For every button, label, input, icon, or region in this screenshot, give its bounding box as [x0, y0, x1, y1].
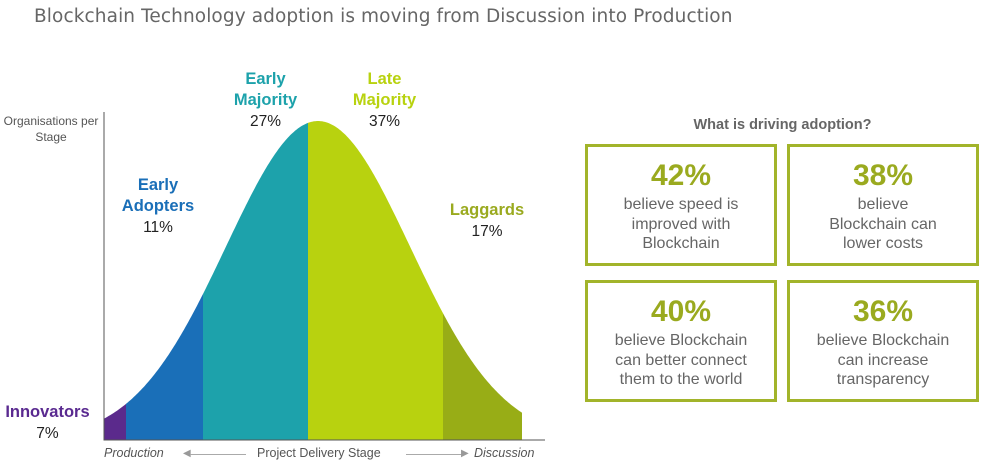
- page-title: Blockchain Technology adoption is moving…: [34, 6, 733, 27]
- stage-percentage: 11%: [143, 219, 173, 236]
- driver-text: believe Blockchain can lower costs: [829, 196, 937, 252]
- arrow-right-icon: ▶: [461, 448, 469, 459]
- driver-text: believe Blockchain can increase transpar…: [816, 332, 950, 388]
- arrow-left-icon: ◀: [183, 448, 191, 459]
- stage-name: Laggards: [449, 201, 525, 219]
- stage-name: Early: [137, 176, 179, 194]
- x-axis-end-label: Discussion: [474, 446, 535, 460]
- driver-value: 42%: [650, 159, 712, 192]
- curve-segment-early-majority: [203, 122, 308, 441]
- stage-percentage: 27%: [249, 113, 282, 130]
- stage-label-laggards: Laggards 17%: [437, 200, 537, 242]
- drivers-title: What is driving adoption?: [693, 117, 872, 133]
- curve-segment-innovators: [104, 403, 126, 440]
- stage-name: Majority: [233, 91, 298, 109]
- chart-axes: [103, 112, 545, 441]
- driver-text: believe Blockchain can better connect th…: [614, 332, 748, 388]
- stage-name: Majority: [352, 91, 417, 109]
- driver-box-connect: 40% believe Blockchain can better connec…: [585, 280, 777, 402]
- curve-segment-laggards: [443, 313, 522, 440]
- stage-name: Adopters: [121, 197, 195, 215]
- stage-percentage: 17%: [471, 223, 503, 240]
- driver-value: 38%: [852, 159, 914, 192]
- driver-value: 40%: [650, 295, 712, 328]
- stage-label-early-majority: Early Majority 27%: [218, 69, 313, 132]
- stage-name: Late: [367, 70, 402, 88]
- driver-box-costs: 38% believe Blockchain can lower costs: [787, 144, 979, 266]
- arrow-line-left: [190, 454, 246, 455]
- driver-box-transparency: 36% believe Blockchain can increase tran…: [787, 280, 979, 402]
- arrow-line-right: [406, 454, 462, 455]
- stage-name: Early: [245, 70, 286, 88]
- stage-label-late-majority: Late Majority 37%: [337, 69, 432, 132]
- driver-value: 36%: [852, 295, 914, 328]
- driver-box-speed: 42% believe speed is improved with Block…: [585, 144, 777, 266]
- curve-segment-late-majority: [308, 121, 443, 440]
- stage-name: Innovators: [5, 403, 90, 421]
- x-axis-start-label: Production: [104, 446, 164, 460]
- stage-percentage: 37%: [368, 113, 401, 130]
- x-axis-label: Project Delivery Stage: [257, 446, 381, 460]
- stage-label-early-adopters: Early Adopters 11%: [108, 175, 208, 238]
- driver-text: believe speed is improved with Blockchai…: [623, 196, 739, 252]
- stage-percentage: 7%: [36, 425, 59, 442]
- curve-segment-early-adopters: [126, 294, 203, 440]
- stage-label-innovators: Innovators 7%: [0, 402, 95, 444]
- y-axis-label: Organisations per Stage: [3, 114, 99, 144]
